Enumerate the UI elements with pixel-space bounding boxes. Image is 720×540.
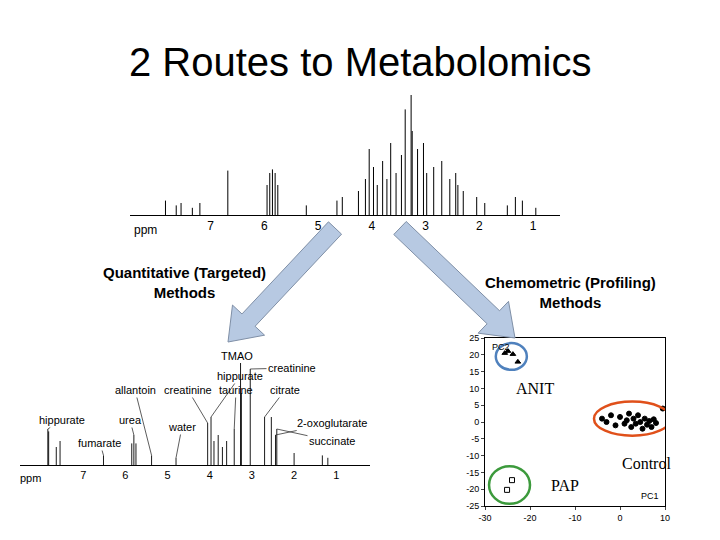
svg-text:1: 1 [333, 469, 339, 481]
svg-text:succinate: succinate [309, 435, 355, 447]
svg-text:-30: -30 [478, 513, 491, 523]
svg-text:allantoin: allantoin [115, 384, 156, 396]
svg-text:hippurate: hippurate [217, 370, 263, 382]
svg-text:4: 4 [207, 469, 213, 481]
svg-text:3: 3 [422, 219, 429, 233]
svg-text:6: 6 [261, 219, 268, 233]
svg-text:2: 2 [291, 469, 297, 481]
svg-text:-10: -10 [466, 451, 479, 461]
svg-text:15: 15 [469, 367, 479, 377]
svg-text:Chemometric (Profiling)Methods: Chemometric (Profiling)Methods [485, 274, 656, 311]
svg-text:7: 7 [207, 219, 214, 233]
svg-text:PC1: PC1 [641, 491, 659, 501]
svg-text:citrate: citrate [270, 384, 300, 396]
svg-text:ANIT: ANIT [516, 380, 554, 397]
svg-text:-10: -10 [568, 513, 581, 523]
svg-text:ppm: ppm [20, 472, 41, 484]
svg-text:PAP: PAP [551, 477, 579, 494]
svg-text:3: 3 [249, 469, 255, 481]
svg-text:2 Routes to Metabolomics: 2 Routes to Metabolomics [129, 40, 591, 84]
svg-text:20: 20 [469, 350, 479, 360]
svg-text:0: 0 [617, 513, 622, 523]
svg-text:10: 10 [660, 513, 670, 523]
svg-text:Quantitative (Targeted)Methods: Quantitative (Targeted)Methods [103, 264, 266, 301]
svg-text:2-oxoglutarate: 2-oxoglutarate [297, 417, 367, 429]
svg-text:hippurate: hippurate [39, 414, 85, 426]
svg-text:1: 1 [530, 219, 537, 233]
svg-text:taurine: taurine [219, 384, 253, 396]
svg-text:-15: -15 [466, 468, 479, 478]
svg-text:creatinine: creatinine [164, 384, 212, 396]
svg-text:10: 10 [469, 384, 479, 394]
svg-text:urea: urea [119, 414, 142, 426]
svg-text:fumarate: fumarate [78, 437, 121, 449]
svg-text:TMAO: TMAO [221, 350, 253, 362]
svg-text:25: 25 [469, 333, 479, 343]
svg-text:Control: Control [622, 455, 671, 472]
svg-text:water: water [168, 421, 196, 433]
svg-text:ppm: ppm [134, 223, 157, 237]
svg-text:5: 5 [315, 219, 322, 233]
svg-text:-5: -5 [471, 434, 479, 444]
svg-text:7: 7 [80, 469, 86, 481]
svg-text:2: 2 [476, 219, 483, 233]
svg-text:5: 5 [474, 400, 479, 410]
svg-text:4: 4 [369, 219, 376, 233]
svg-text:0: 0 [474, 417, 479, 427]
svg-text:creatinine: creatinine [268, 362, 316, 374]
svg-text:PC2: PC2 [492, 342, 510, 352]
svg-text:-20: -20 [466, 484, 479, 494]
svg-text:-20: -20 [523, 513, 536, 523]
svg-text:-25: -25 [466, 501, 479, 511]
svg-text:5: 5 [165, 469, 171, 481]
svg-text:6: 6 [122, 469, 128, 481]
